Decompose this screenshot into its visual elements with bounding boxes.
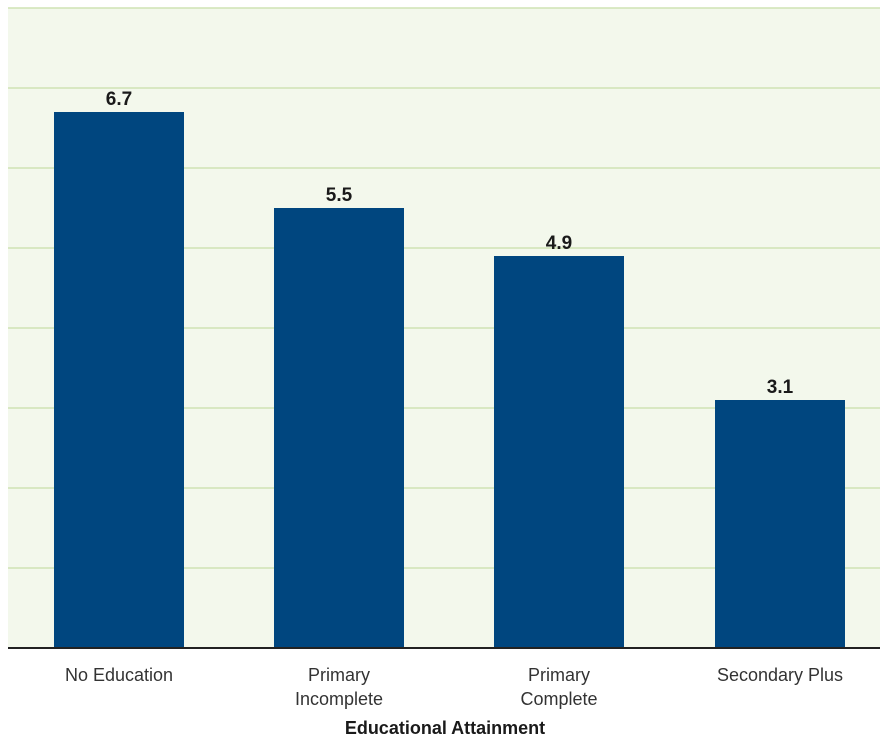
x-tick-labels: No Education Primary Incomplete Primary Comp… <box>65 665 843 709</box>
value-label-4: 3.1 <box>767 377 794 398</box>
x-tick-label-line: Secondary Plus <box>717 665 843 685</box>
value-label-1: 6.7 <box>106 89 132 110</box>
x-tick-label-3: Primary Complete <box>520 665 597 709</box>
bar-1 <box>54 112 184 648</box>
bars <box>54 112 845 648</box>
x-tick-label-line: Primary <box>528 665 590 685</box>
x-tick-label-line: Primary <box>308 665 370 685</box>
x-tick-label-line: Incomplete <box>295 689 383 709</box>
value-label-2: 5.5 <box>326 185 353 206</box>
x-tick-label-4: Secondary Plus <box>717 665 843 685</box>
bar-4 <box>715 400 845 648</box>
value-label-3: 4.9 <box>546 233 572 254</box>
x-tick-label-2: Primary Incomplete <box>295 665 383 709</box>
x-tick-label-line: Complete <box>520 689 597 709</box>
bar-2 <box>274 208 404 648</box>
x-tick-label-1: No Education <box>65 665 173 685</box>
x-tick-label-line: No Education <box>65 665 173 685</box>
x-axis-title: Educational Attainment <box>345 718 545 738</box>
value-labels: 6.7 5.5 4.9 3.1 <box>106 89 794 398</box>
bar-3 <box>494 256 624 648</box>
